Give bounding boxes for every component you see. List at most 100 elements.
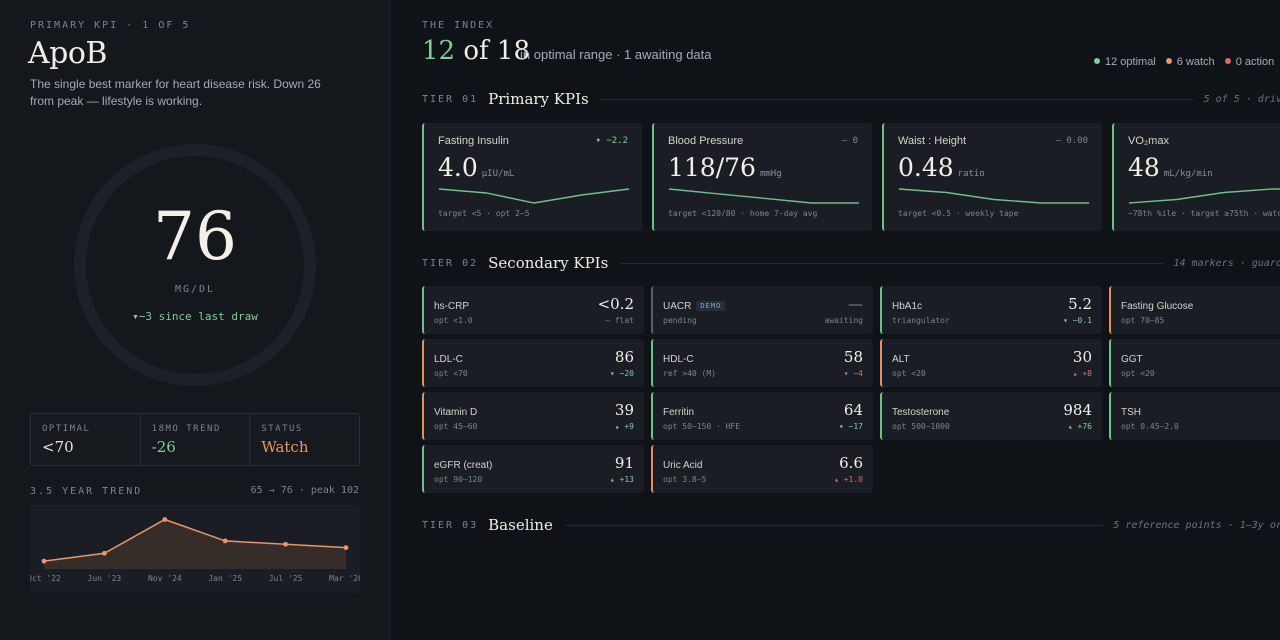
- orange-dot-icon: [1165, 58, 1172, 64]
- marker-optimal: pending: [663, 316, 697, 325]
- secondary-kpi-card[interactable]: Uric Acid opt 3.8–5 6.6 ▴ +1.0: [651, 445, 873, 493]
- trend-summary: 65 → 76 · peak 102: [250, 485, 359, 496]
- marker-optimal: opt 90–120: [434, 475, 483, 484]
- tier-title: Primary KPIs: [488, 90, 589, 108]
- index-subtitle: in optimal range · 1 awaiting data: [520, 47, 712, 62]
- kpi-card-footnote: target <5 · opt 2–5: [438, 209, 530, 218]
- marker-name: eGFR (creat): [434, 460, 493, 471]
- marker-name: HDL-C: [663, 354, 694, 365]
- secondary-kpi-card[interactable]: Ferritin opt 50–150 · HFE 64 ▾ −17: [651, 392, 873, 440]
- tier-meta: 5 of 5 · drivers ·: [1203, 93, 1280, 105]
- kpi-card-name: VO₂max: [1128, 135, 1169, 147]
- tier-divider: [564, 524, 1104, 526]
- marker-optimal: opt <20: [1121, 369, 1155, 378]
- marker-optimal: opt <1.0: [434, 316, 473, 325]
- secondary-kpi-card[interactable]: UACR DEMO pending — awaiting: [651, 286, 873, 334]
- legend-action: 0 action: [1224, 56, 1274, 68]
- kpi-sparkline: [898, 188, 1089, 204]
- kpi-card-delta: — 0: [841, 136, 858, 146]
- trend-point: [343, 545, 349, 551]
- marker-name-row: ALT: [892, 354, 910, 365]
- marker-optimal: opt 500–1000: [892, 422, 950, 431]
- secondary-kpi-card[interactable]: GGT opt <20: [1109, 339, 1280, 387]
- tier-divider: [600, 98, 1194, 100]
- secondary-kpi-card[interactable]: Testosterone opt 500–1000 984 ▴ +76: [880, 392, 1102, 440]
- tier-title: Baseline: [488, 516, 553, 534]
- marker-delta: ▴ +13: [609, 475, 634, 484]
- primary-kpi-card[interactable]: VO₂max 48 mL/kg/min ~78th %ile · target ≥75…: [1112, 123, 1280, 231]
- stat-value: <70: [42, 438, 74, 456]
- marker-name: HbA1c: [892, 301, 923, 312]
- kpi-card-delta: ▾ −2.2: [595, 136, 628, 146]
- stat-trend: 18MO TREND -26: [141, 414, 251, 465]
- sparkline-path: [438, 188, 630, 204]
- kpi-card-unit: mmHg: [759, 169, 782, 179]
- kpi-card-name: Waist : Height: [898, 135, 967, 147]
- marker-name: UACR: [663, 301, 692, 312]
- marker-delta: ▾ −20: [609, 369, 634, 378]
- kpi-value: 76: [153, 198, 237, 275]
- kpi-delta: ▾−3 since last draw: [132, 310, 258, 323]
- sparkline-path: [668, 188, 859, 204]
- marker-delta: awaiting: [824, 316, 863, 325]
- secondary-kpi-card[interactable]: LDL-C opt <70 86 ▾ −20: [422, 339, 644, 387]
- kpi-title: ApoB: [28, 36, 107, 71]
- marker-optimal: opt 50–150 · HFE: [663, 422, 741, 431]
- secondary-kpi-card[interactable]: eGFR (creat) opt 90–120 91 ▴ +13: [422, 445, 644, 493]
- marker-name-row: LDL-C: [434, 354, 463, 365]
- tier-01-header: TIER 01 Primary KPIs 5 of 5 · drivers ·: [422, 90, 1280, 108]
- marker-name: Testosterone: [892, 407, 950, 418]
- marker-name-row: Testosterone: [892, 407, 949, 418]
- primary-kpi-card[interactable]: Fasting Insulin ▾ −2.2 4.0 µIU/mL target <5 …: [422, 123, 642, 231]
- sparkline-path: [898, 188, 1089, 204]
- kpi-card-name: Fasting Insulin: [438, 135, 509, 147]
- index-eyebrow: THE INDEX: [422, 20, 495, 31]
- gauge-ring: [74, 144, 316, 386]
- trend-tick-label: Oct '22: [30, 574, 61, 583]
- trend-tick-label: Jul '25: [269, 574, 303, 583]
- of-word: of: [463, 36, 489, 66]
- index-headline: 12 of 18: [422, 36, 530, 66]
- trend-point: [162, 517, 168, 522]
- kpi-card-unit: µIU/mL: [481, 169, 515, 179]
- status-legend: 12 optimal 6 watch 0 action: [1094, 56, 1274, 68]
- marker-optimal: opt 45–60: [434, 422, 478, 431]
- legend-optimal: 12 optimal: [1094, 56, 1156, 68]
- secondary-kpi-card[interactable]: Vitamin D opt 45–60 39 ▴ +9: [422, 392, 644, 440]
- marker-name-row: Uric Acid: [663, 460, 702, 471]
- secondary-kpi-card[interactable]: TSH opt 0.45–2.0: [1109, 392, 1280, 440]
- stat-label: OPTIMAL: [42, 424, 91, 434]
- trend-point: [222, 538, 228, 544]
- trend-line: [43, 518, 347, 562]
- trend-chart-svg: Oct '22 Jun '23 Nov '24 Jan '25 Jul '25 Mar '…: [30, 517, 360, 583]
- stat-label: STATUS: [261, 424, 303, 434]
- marker-name-row: HbA1c: [892, 301, 922, 312]
- marker-name: GGT: [1121, 354, 1143, 365]
- tier-number: TIER 02: [422, 257, 479, 269]
- stat-value: Watch: [261, 438, 309, 456]
- stat-label: 18MO TREND: [151, 424, 221, 434]
- secondary-kpi-card[interactable]: ALT opt <20 30 ▴ +8: [880, 339, 1102, 387]
- primary-kpi-card[interactable]: Blood Pressure — 0 118/76 mmHg target <120/8…: [652, 123, 872, 231]
- secondary-kpi-card[interactable]: HbA1c triangulator 5.2 ▾ −0.1: [880, 286, 1102, 334]
- kpi-card-value: 4.0: [438, 153, 478, 182]
- kpi-card-footnote: ~78th %ile · target ≥75th · watch: [1128, 209, 1280, 218]
- marker-value: 6.6: [839, 454, 863, 472]
- marker-optimal: opt 70–85: [1121, 316, 1165, 325]
- kpi-description: The single best marker for heart disease…: [30, 77, 321, 108]
- secondary-kpi-card[interactable]: HDL-C ref >40 (M) 58 ▾ −4: [651, 339, 873, 387]
- secondary-kpi-card[interactable]: Fasting Glucose opt 70–85: [1109, 286, 1280, 334]
- index-panel: THE INDEX 12 of 18 in optimal range · 1 …: [392, 0, 1280, 640]
- tier-title: Secondary KPIs: [488, 254, 609, 272]
- kpi-card-value-row: 48 mL/kg/min: [1128, 153, 1213, 182]
- marker-name-row: Fasting Glucose: [1121, 301, 1193, 312]
- kpi-unit: MG/DL: [174, 284, 216, 295]
- kpi-sparkline: [438, 188, 630, 204]
- marker-delta: ▾ −4: [843, 369, 863, 378]
- kpi-card-value-row: 0.48 ratio: [898, 153, 985, 182]
- legend-label: 6 watch: [1176, 56, 1215, 68]
- secondary-kpi-card[interactable]: hs-CRP opt <1.0 <0.2 — flat: [422, 286, 644, 334]
- kpi-sparkline: [668, 188, 859, 204]
- marker-optimal: ref >40 (M): [663, 369, 716, 378]
- primary-kpi-card[interactable]: Waist : Height — 0.00 0.48 ratio target <0.5…: [882, 123, 1102, 231]
